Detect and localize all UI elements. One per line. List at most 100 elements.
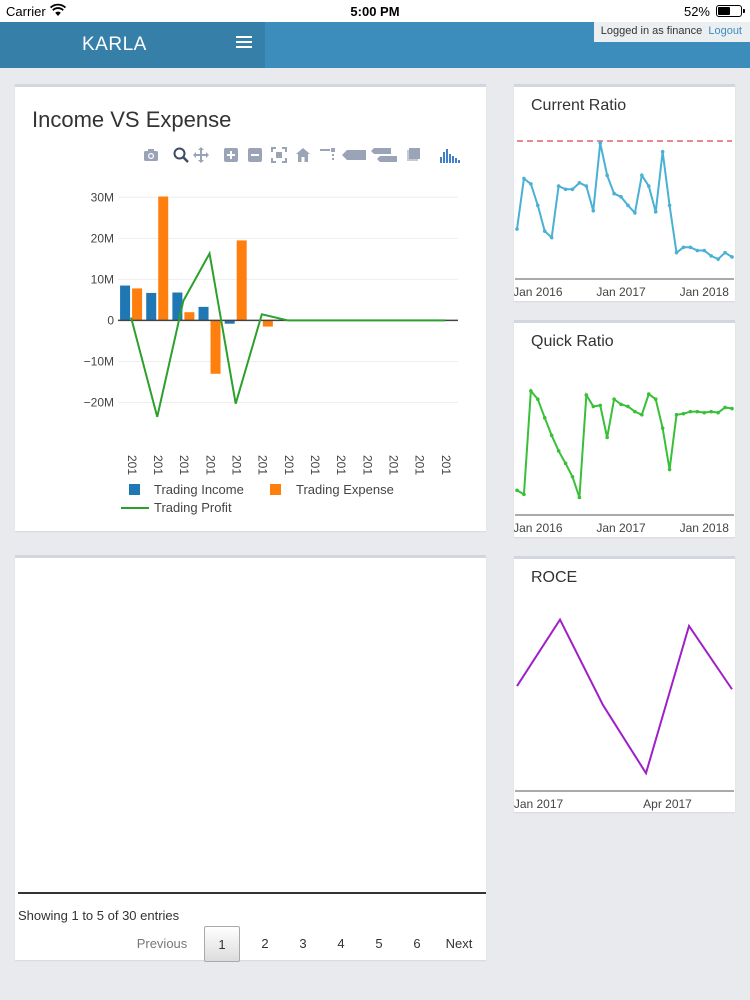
x-tick-label: Apr 2017	[643, 797, 692, 811]
hover-closest-icon[interactable]	[342, 147, 368, 163]
status-bar: Carrier 5:00 PM 52%	[0, 0, 750, 22]
data-point	[640, 173, 644, 178]
data-point	[529, 389, 533, 393]
current-ratio-chart: Jan 2016 Jan 2017 Jan 2018	[514, 140, 734, 299]
pagination-page-1[interactable]: 1	[204, 926, 240, 962]
top-navbar: KARLA Logged in as finance Logout	[0, 22, 750, 68]
x-tick-label: 201	[439, 455, 453, 475]
pagination-page-6[interactable]: 6	[413, 936, 421, 951]
data-point	[549, 433, 554, 438]
legend-expense-swatch	[270, 484, 281, 495]
data-point	[633, 211, 637, 215]
data-point	[709, 254, 713, 258]
x-tick-label: 201	[177, 455, 191, 475]
quick-ratio-chart: Jan 2016 Jan 2017 Jan 2018	[514, 388, 734, 535]
data-point	[577, 495, 582, 500]
hamburger-menu-icon[interactable]	[236, 36, 252, 52]
income-expense-chart: 30M 20M 10M 0 −10M −20M 201 201 201 201 201 201 201 2…	[84, 190, 458, 515]
roce-panel: ROCE Jan 2017 Apr 2017	[514, 556, 735, 812]
data-point	[542, 416, 547, 420]
data-point	[695, 409, 700, 414]
data-point	[730, 255, 734, 259]
data-point	[723, 405, 727, 410]
data-point	[716, 257, 720, 261]
legend-expense-label: Trading Expense	[296, 482, 394, 497]
data-point	[619, 402, 623, 407]
x-tick-label: 201	[334, 455, 348, 475]
data-point	[612, 397, 616, 402]
data-point	[660, 426, 665, 430]
income-bar	[198, 306, 209, 321]
x-tick-label: Jan 2018	[680, 285, 730, 299]
brand-area: KARLA	[0, 22, 265, 68]
zoom-out-icon[interactable]	[247, 147, 263, 163]
data-point	[674, 250, 679, 255]
income-bar	[120, 285, 131, 321]
pagination-next[interactable]: Next	[445, 936, 473, 951]
x-tick-label: Jan 2018	[680, 521, 730, 535]
x-tick-label: 201	[256, 455, 270, 475]
data-point	[563, 187, 568, 192]
pagination-page-3[interactable]: 3	[299, 936, 307, 951]
camera-icon[interactable]	[143, 147, 159, 163]
edit-chart-icon[interactable]	[405, 147, 421, 163]
battery-icon	[716, 5, 745, 17]
current-ratio-title: Current Ratio	[531, 97, 627, 114]
data-point	[598, 403, 603, 408]
logout-link[interactable]: Logout	[708, 25, 742, 37]
reset-axes-icon[interactable]	[295, 147, 311, 163]
data-point	[709, 409, 713, 414]
data-point	[702, 248, 707, 253]
quick-ratio-panel: Quick Ratio Jan 2016 Jan 2017 Jan 2018	[514, 320, 735, 537]
y-tick-label: 10M	[91, 272, 114, 286]
zoom-in-icon[interactable]	[223, 147, 239, 163]
data-point	[660, 149, 665, 154]
legend-income-swatch	[129, 484, 140, 495]
hover-compare-icon[interactable]	[371, 147, 397, 163]
pagination-page-4[interactable]: 4	[337, 936, 345, 951]
legend-income-label: Trading Income	[154, 482, 244, 497]
y-tick-label: 20M	[91, 231, 114, 245]
expense-bar	[262, 320, 273, 327]
x-tick-label: 201	[386, 455, 400, 475]
x-tick-label: 201	[230, 455, 244, 475]
pan-icon[interactable]	[193, 147, 209, 163]
expense-bar	[132, 288, 143, 321]
expense-bar	[236, 240, 247, 321]
income-expense-title: Income VS Expense	[32, 107, 232, 132]
income-bar	[146, 292, 157, 321]
pagination-previous[interactable]: Previous	[136, 936, 188, 951]
data-point	[605, 173, 609, 178]
brand-logo[interactable]: KARLA	[82, 34, 147, 55]
data-point	[612, 191, 616, 196]
pagination-page-5[interactable]: 5	[375, 936, 383, 951]
data-point	[688, 245, 693, 250]
x-tick-label: Jan 2017	[596, 521, 646, 535]
y-tick-label: 0	[107, 313, 114, 327]
x-tick-label: 201	[125, 455, 139, 475]
legend-profit-label: Trading Profit	[154, 500, 232, 515]
spike-lines-icon[interactable]	[319, 147, 335, 163]
data-point	[515, 227, 519, 231]
pagination-page-2[interactable]: 2	[261, 936, 269, 951]
data-point	[556, 184, 561, 188]
x-tick-label: 201	[308, 455, 322, 475]
data-point	[591, 208, 596, 213]
data-point	[570, 474, 575, 479]
series-line	[516, 142, 733, 261]
data-point	[570, 187, 575, 192]
roce-title: ROCE	[531, 569, 578, 586]
data-point	[619, 195, 623, 199]
profit-line	[130, 250, 445, 418]
plotly-logo-icon[interactable]	[439, 147, 465, 163]
clock: 5:00 PM	[350, 4, 400, 19]
x-tick-label: Jan 2016	[514, 521, 563, 535]
data-point	[529, 182, 533, 186]
zoom-icon[interactable]	[173, 147, 189, 163]
autoscale-icon[interactable]	[271, 147, 287, 163]
expense-bar	[158, 196, 169, 321]
x-tick-label: Jan 2017	[596, 285, 646, 299]
x-tick-label: 201	[413, 455, 427, 475]
data-point	[702, 410, 707, 415]
logged-in-label: Logged in as finance	[600, 25, 703, 37]
